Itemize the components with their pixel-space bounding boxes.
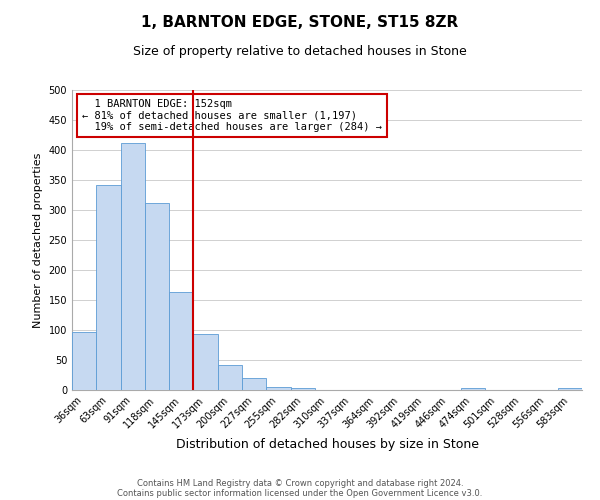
Bar xyxy=(461,388,485,390)
Text: Size of property relative to detached houses in Stone: Size of property relative to detached ho… xyxy=(133,45,467,58)
Bar xyxy=(72,332,96,390)
Bar xyxy=(290,388,315,390)
Bar xyxy=(121,144,145,390)
Bar xyxy=(558,388,582,390)
Bar xyxy=(242,378,266,390)
Text: Contains public sector information licensed under the Open Government Licence v3: Contains public sector information licen… xyxy=(118,488,482,498)
Y-axis label: Number of detached properties: Number of detached properties xyxy=(33,152,43,328)
Text: 1 BARNTON EDGE: 152sqm
← 81% of detached houses are smaller (1,197)
  19% of sem: 1 BARNTON EDGE: 152sqm ← 81% of detached… xyxy=(82,99,382,132)
Text: Contains HM Land Registry data © Crown copyright and database right 2024.: Contains HM Land Registry data © Crown c… xyxy=(137,478,463,488)
Bar xyxy=(96,186,121,390)
Bar xyxy=(169,292,193,390)
X-axis label: Distribution of detached houses by size in Stone: Distribution of detached houses by size … xyxy=(176,438,479,451)
Bar xyxy=(218,365,242,390)
Bar xyxy=(266,387,290,390)
Bar xyxy=(145,204,169,390)
Text: 1, BARNTON EDGE, STONE, ST15 8ZR: 1, BARNTON EDGE, STONE, ST15 8ZR xyxy=(142,15,458,30)
Bar xyxy=(193,334,218,390)
